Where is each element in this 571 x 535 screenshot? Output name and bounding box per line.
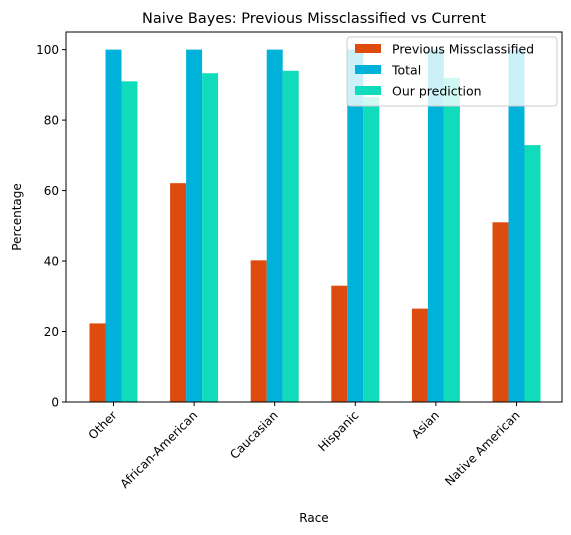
- y-axis: 0 20 40 60 80 100: [36, 43, 66, 410]
- bar-1-2: [170, 183, 187, 402]
- chart-title: Naive Bayes: Previous Missclassified vs …: [142, 11, 486, 27]
- legend-swatch-1: [355, 44, 381, 53]
- y-axis-label: Percentage: [10, 183, 24, 251]
- legend-label-2: Total: [391, 63, 421, 78]
- bar-3-3: [282, 70, 299, 402]
- bar-2-2: [186, 49, 203, 403]
- bar-2-3: [266, 49, 283, 403]
- legend: Previous Missclassified Total Our predicti…: [346, 36, 558, 107]
- x-tick-label-3: Caucasian: [227, 408, 281, 462]
- legend-label-3: Our prediction: [392, 84, 482, 99]
- legend-frame: [346, 36, 558, 107]
- bar-3-5: [443, 77, 460, 402]
- x-tick-label-2: African-American: [117, 408, 200, 491]
- x-tick-label-1: Other: [86, 408, 120, 442]
- x-axis-label: Race: [299, 511, 328, 525]
- bar-2-5: [427, 49, 444, 403]
- bar-1-5: [411, 308, 428, 402]
- bar-3-2: [202, 73, 219, 402]
- bar-2-6: [508, 49, 525, 403]
- bar-1-6: [492, 222, 509, 402]
- y-tick-label-5: 80: [44, 114, 59, 128]
- bar-1-4: [331, 285, 348, 402]
- bar-2-1: [105, 49, 122, 403]
- x-tick-label-5: Asian: [409, 408, 442, 441]
- y-tick-label-1: 0: [51, 396, 59, 410]
- plot-bars: [89, 49, 541, 403]
- bar-1-3: [250, 260, 267, 402]
- bar-3-1: [121, 81, 138, 402]
- x-tick-label-6: Native American: [442, 408, 522, 488]
- bar-1-1: [89, 323, 106, 402]
- x-tick-label-4: Hispanic: [315, 408, 361, 454]
- legend-swatch-2: [355, 65, 381, 74]
- y-tick-label-6: 100: [36, 43, 59, 57]
- y-tick-label-4: 60: [44, 184, 59, 198]
- plot-frame: [65, 31, 563, 403]
- bar-3-4: [363, 97, 380, 402]
- legend-swatch-3: [355, 86, 381, 95]
- y-tick-label-3: 40: [44, 255, 59, 269]
- bar-2-4: [347, 49, 364, 403]
- bar-3-6: [524, 145, 541, 403]
- y-tick-label-2: 20: [44, 325, 59, 339]
- legend-label-1: Previous Missclassified: [392, 42, 534, 57]
